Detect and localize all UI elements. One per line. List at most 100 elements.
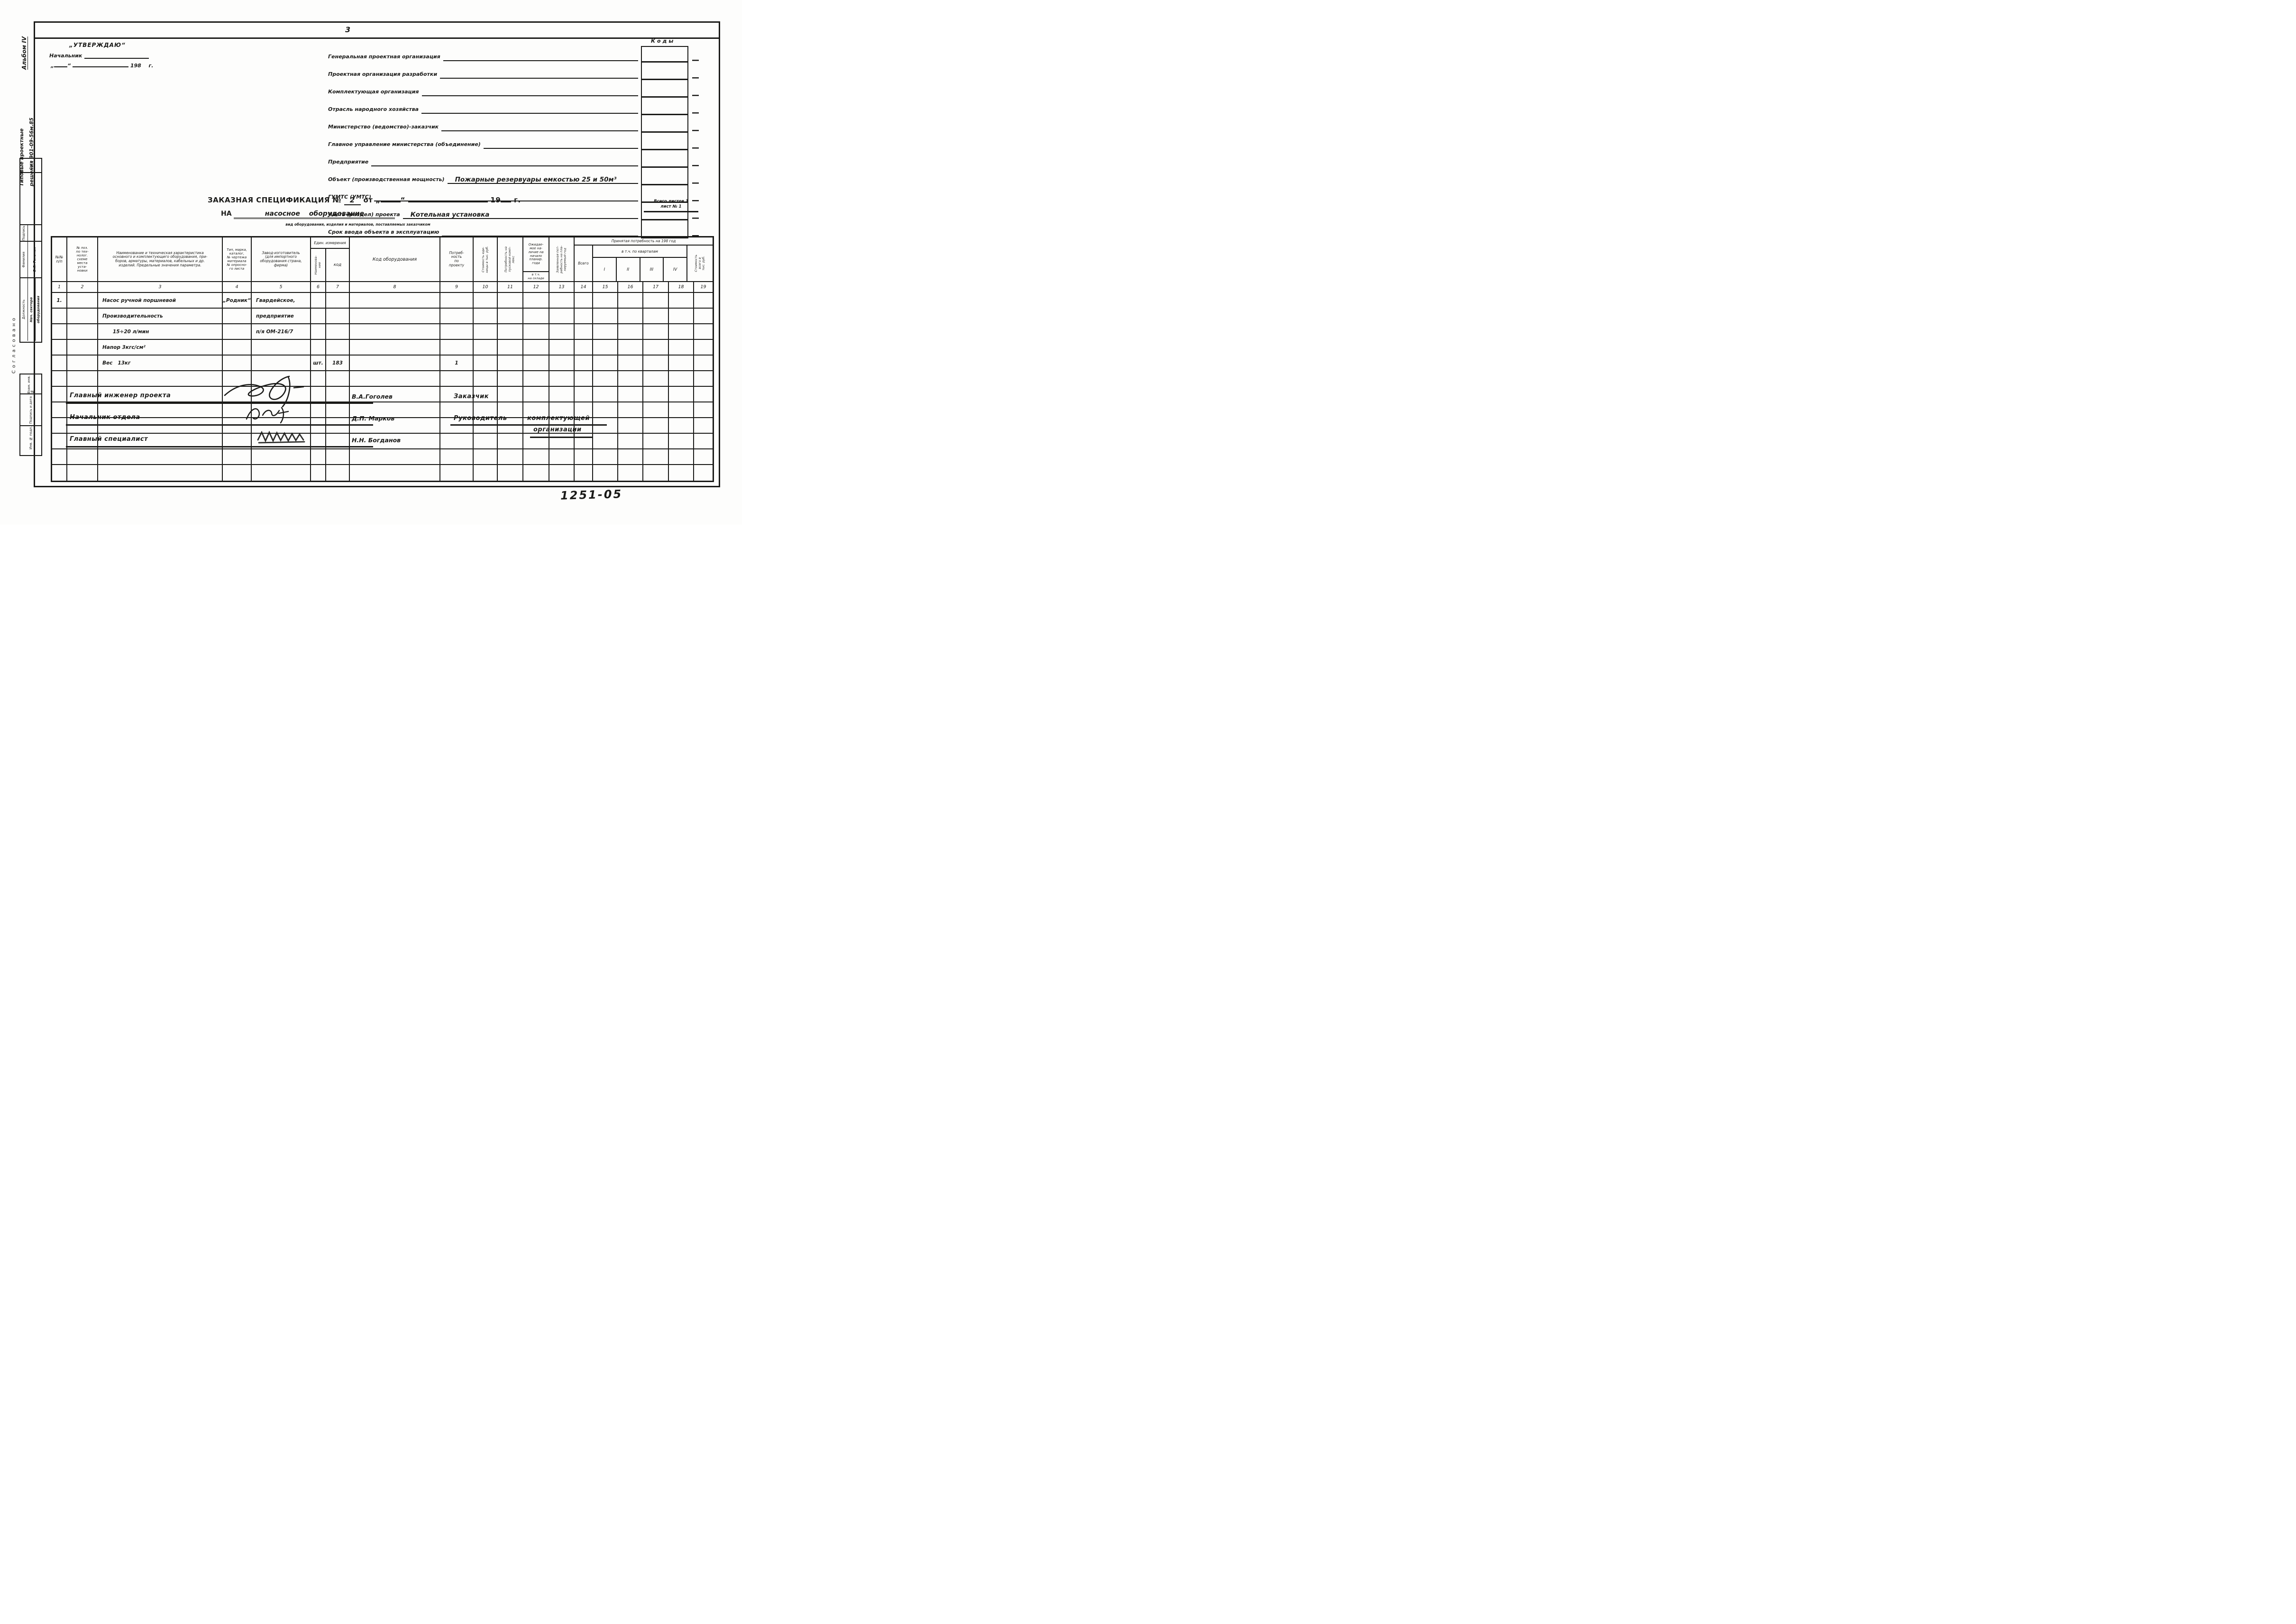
table-cell [498, 465, 523, 481]
table-cell [523, 387, 549, 401]
table-cell [223, 434, 252, 448]
album-label: Альбом IV [21, 36, 27, 70]
approve-year-label: 198 [130, 63, 141, 69]
stamp-strip-upper: Дата Подпись Фамилия В.Я. Гельман Должно… [19, 158, 42, 343]
table-column-number: 3 [98, 282, 223, 292]
table-cell [549, 371, 575, 386]
table-cell [694, 418, 713, 433]
col-header-12-sublabel: в т.ч. на складе [523, 271, 549, 281]
spec-close-quote: “ [400, 196, 405, 204]
col-header-6-label: Наименова- ние [314, 255, 321, 275]
table-cell: „Родник“ [223, 293, 252, 308]
col-header-19: Стоимость всего в тыс. руб. [687, 246, 713, 281]
table-cell [618, 293, 643, 308]
table-cell [498, 402, 523, 417]
table-cell [549, 293, 575, 308]
table-cell [694, 356, 713, 370]
table-cell [326, 465, 350, 481]
table-cell [643, 465, 669, 481]
table-cell [98, 371, 223, 386]
col-header-17: III [640, 258, 664, 281]
table-column-number: 14 [575, 282, 593, 292]
stamp-position-value-2: оборудования [36, 296, 40, 323]
table-body: 1. Насос ручной поршневой „Родник“ Гвардейс… [52, 293, 713, 481]
table-cell [252, 387, 311, 401]
table-cell [311, 293, 326, 308]
table-cell [474, 449, 498, 464]
table-cell [52, 418, 67, 433]
col-header-2: № поз. по тех- нолог. схеме места уста- … [67, 237, 98, 281]
document-number: 1251-05 [560, 487, 623, 502]
form-field-row: Часть (раздел) проекта Котельная установк… [328, 201, 638, 219]
quarters-group: в т.ч. по кварталам I II III IV [593, 246, 687, 281]
table-cell [350, 340, 440, 355]
col-header-8: Код оборудования [350, 237, 440, 281]
table-cell [67, 371, 98, 386]
table-cell [474, 387, 498, 401]
table-cell [549, 465, 575, 481]
table-cell [523, 402, 549, 417]
col-header-10-label: Стоимость еди- ницы в тыс. руб. [481, 246, 489, 273]
table-cell [523, 434, 549, 448]
table-cell [474, 356, 498, 370]
signature-underline-2b [450, 424, 607, 426]
table-column-number: 12 [523, 282, 549, 292]
table-cell [350, 418, 440, 433]
table-cell [643, 371, 669, 386]
form-field-label: Министерство (ведомство)-заказчик [328, 124, 439, 130]
table-cell [593, 340, 618, 355]
table-cell [694, 371, 713, 386]
table-cell [311, 434, 326, 448]
table-cell [326, 324, 350, 339]
form-field-blank-line [441, 122, 638, 131]
table-column-number: 10 [474, 282, 498, 292]
table-cell [694, 309, 713, 323]
na-label: НА [221, 210, 232, 218]
form-field-blank-line [421, 104, 638, 114]
table-cell [523, 449, 549, 464]
spec-subject-row: НА насосное оборудование [221, 210, 395, 219]
stamp-row-sign-date: Подпись и дата [20, 394, 41, 426]
form-field-row: Министерство (ведомство)-заказчик [328, 114, 638, 131]
table-cell [474, 340, 498, 355]
stamp-surname-label: Фамилия [22, 251, 26, 268]
table-cell [575, 371, 593, 386]
quarters-group-label: в т.ч. по кварталам [593, 246, 686, 258]
form-field-label: Комплектующая организация [328, 89, 419, 95]
codes-box-line [642, 219, 687, 220]
signature-role-3: Главный специалист [70, 436, 148, 443]
table-cell [669, 324, 694, 339]
spec-title-main: ЗАКАЗНАЯ СПЕЦИФИКАЦИЯ № [208, 196, 342, 204]
table-cell [549, 434, 575, 448]
table-cell [311, 449, 326, 464]
table-cell [643, 449, 669, 464]
table-column-number: 1 [52, 282, 67, 292]
form-field-blank-line [371, 157, 638, 166]
table-cell [669, 293, 694, 308]
quarters-cells: I II III IV [593, 258, 686, 281]
table-cell [67, 309, 98, 323]
table-cell [252, 402, 311, 417]
table-cell [549, 356, 575, 370]
table-cell [523, 356, 549, 370]
form-field-blank-line [440, 69, 638, 79]
stamp-position-value-1: Нач. сектора [29, 297, 33, 322]
table-cell [523, 371, 549, 386]
table-cell [575, 402, 593, 417]
table-cell [593, 309, 618, 323]
stamp-vzam-cell: Взам. инв. № [20, 374, 41, 393]
form-field-label: Срок ввода объекта в эксплуатацию [328, 229, 439, 235]
table-cell [98, 402, 223, 417]
col-header-4: Тип, марка, каталог, № чертежа материала… [223, 237, 252, 281]
table-cell [440, 371, 474, 386]
col-header-15: I [593, 258, 617, 281]
table-header-row: №№ п/п № поз. по тех- нолог. схеме места… [52, 237, 713, 282]
form-field-blank-line [421, 87, 638, 96]
table-cell [669, 387, 694, 401]
table-cell [498, 324, 523, 339]
col-header-13: Заявленная пот- ребность на пла- нируемы… [549, 237, 575, 281]
table-cell [498, 449, 523, 464]
table-cell [523, 293, 549, 308]
table-cell [474, 465, 498, 481]
signature-role-1: Главный инженер проекта [70, 392, 171, 399]
